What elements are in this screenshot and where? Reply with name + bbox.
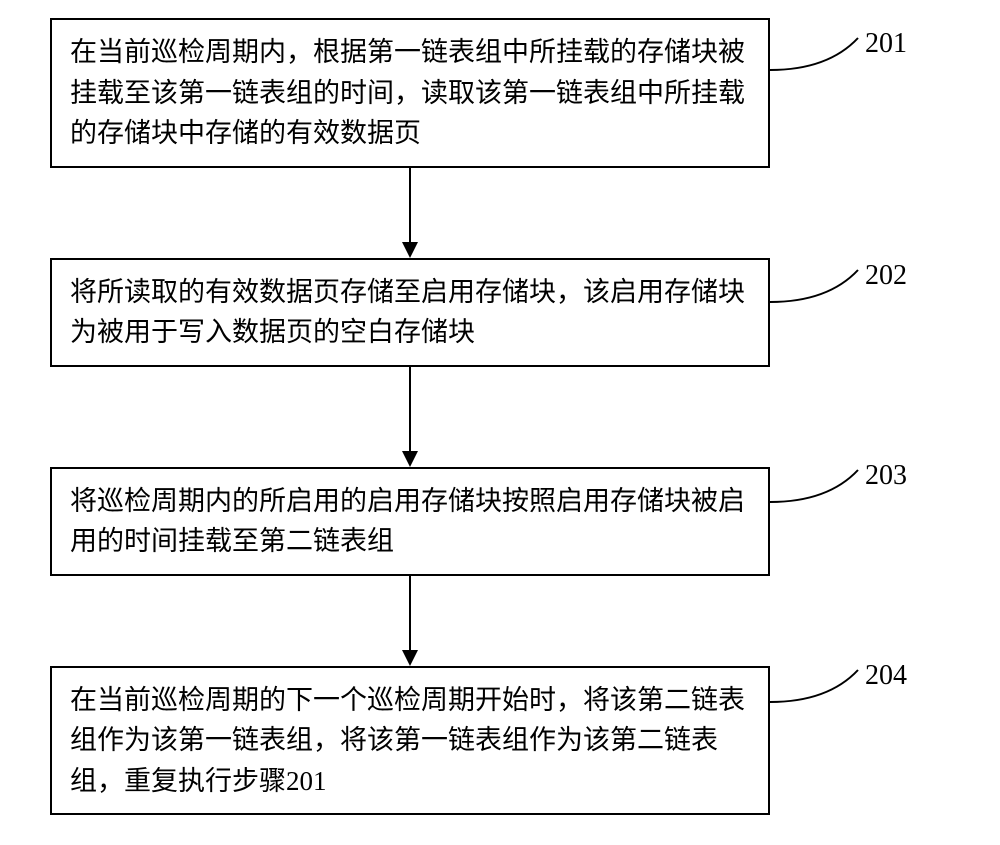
step-text-202: 将所读取的有效数据页存储至启用存储块，该启用存储块为被用于写入数据页的空白存储块 <box>70 272 750 353</box>
step-label-204: 204 <box>865 660 907 692</box>
step-text-201: 在当前巡检周期内，根据第一链表组中所挂载的存储块被挂载至该第一链表组的时间，读取… <box>70 32 750 154</box>
step-box-202: 将所读取的有效数据页存储至启用存储块，该启用存储块为被用于写入数据页的空白存储块 <box>50 258 770 367</box>
arrow-1 <box>50 168 770 258</box>
step-box-204: 在当前巡检周期的下一个巡检周期开始时，将该第二链表组作为该第一链表组，将该第一链… <box>50 666 770 816</box>
step-text-203: 将巡检周期内的所启用的启用存储块按照启用存储块被启用的时间挂载至第二链表组 <box>70 481 750 562</box>
step-text-204: 在当前巡检周期的下一个巡检周期开始时，将该第二链表组作为该第一链表组，将该第一链… <box>70 680 750 802</box>
step-label-203: 203 <box>865 460 907 492</box>
step-box-201: 在当前巡检周期内，根据第一链表组中所挂载的存储块被挂载至该第一链表组的时间，读取… <box>50 18 770 168</box>
flowchart-container: 在当前巡检周期内，根据第一链表组中所挂载的存储块被挂载至该第一链表组的时间，读取… <box>50 18 950 815</box>
step-label-202: 202 <box>865 260 907 292</box>
step-box-203: 将巡检周期内的所启用的启用存储块按照启用存储块被启用的时间挂载至第二链表组 <box>50 467 770 576</box>
step-label-201: 201 <box>865 28 907 60</box>
arrow-2 <box>50 367 770 467</box>
arrow-3 <box>50 576 770 666</box>
